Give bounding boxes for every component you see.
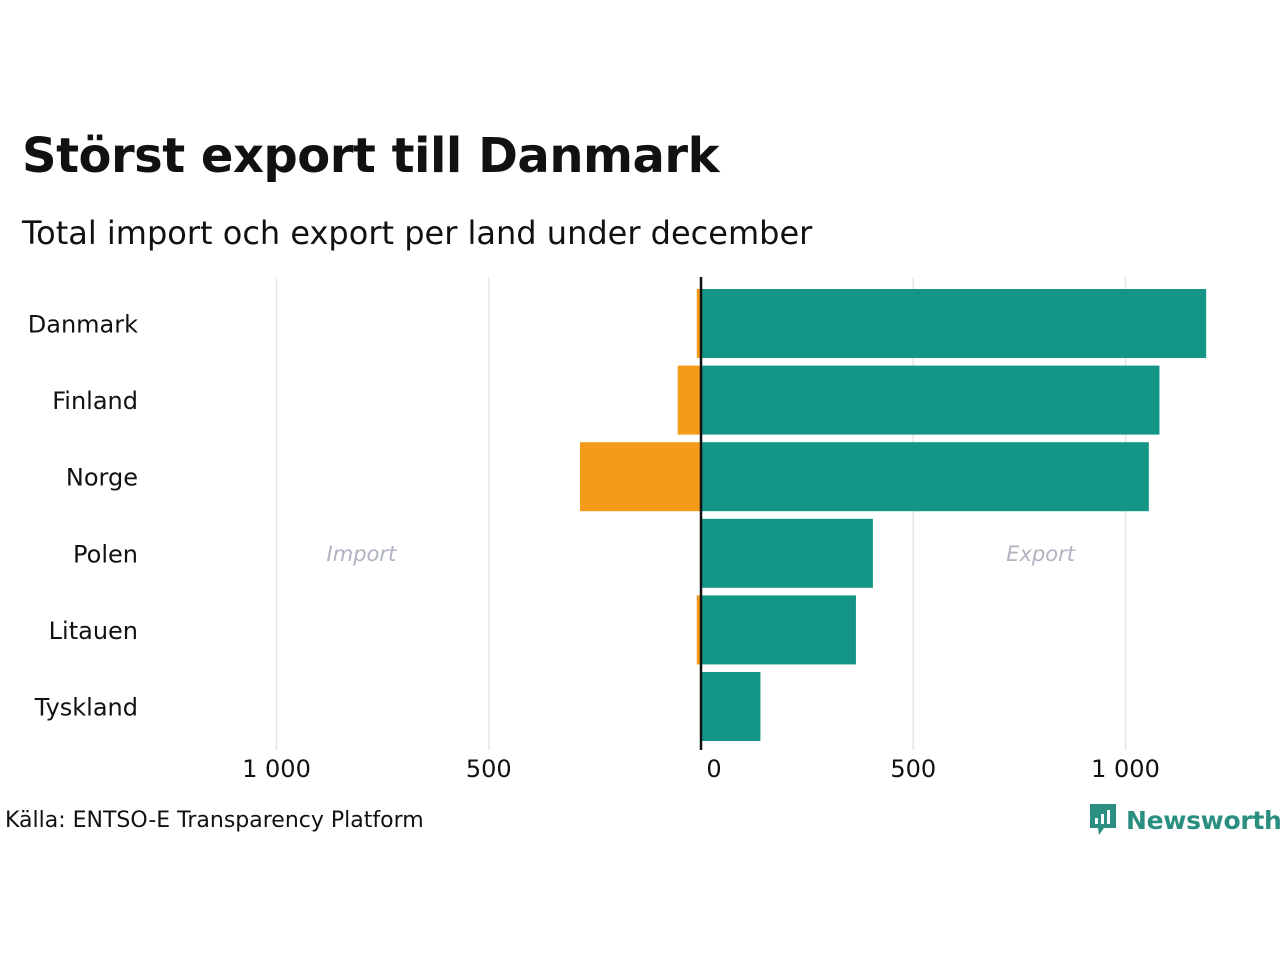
import-bar-danmark xyxy=(696,289,701,358)
newsworthy-logo-icon xyxy=(1090,804,1116,835)
source-note: Källa: ENTSO-E Transparency Platform xyxy=(5,808,424,833)
category-label: Finland xyxy=(52,387,138,415)
import-bar-norge xyxy=(580,442,701,512)
chart-subtitle: Total import och export per land under d… xyxy=(22,214,813,252)
chart-title: Störst export till Danmark xyxy=(22,128,720,184)
export-bar-norge xyxy=(701,442,1149,512)
tick-label: 0 xyxy=(706,755,721,783)
tick-label: 1 000 xyxy=(242,755,311,783)
import-bar-finland xyxy=(677,365,701,435)
annotations: Import Export xyxy=(327,542,1076,566)
tick-label: 500 xyxy=(890,755,936,783)
category-label: Tyskland xyxy=(34,694,138,722)
category-labels: Danmark Finland Norge Polen Litauen Tyskland xyxy=(28,311,138,722)
category-label: Polen xyxy=(73,540,138,568)
brand-name: Newsworthy xyxy=(1126,805,1280,835)
export-bar-tyskland xyxy=(701,672,761,741)
export-bar-danmark xyxy=(701,289,1207,358)
export-bar-litauen xyxy=(701,595,856,665)
export-bar-finland xyxy=(701,365,1160,435)
category-label: Norge xyxy=(66,464,138,492)
brand-logo: Newsworthy xyxy=(1088,802,1280,838)
import-bar-litauen xyxy=(696,595,701,665)
export-bar-polen xyxy=(701,518,873,588)
tick-labels: 1 000 500 0 500 1 000 xyxy=(242,755,1160,783)
category-label: Danmark xyxy=(28,311,138,339)
tick-label: 500 xyxy=(466,755,512,783)
annotation-import: Import xyxy=(327,542,397,566)
tick-label: 1 000 xyxy=(1091,755,1160,783)
annotation-export: Export xyxy=(1006,542,1076,566)
bars xyxy=(580,289,1207,741)
category-label: Litauen xyxy=(49,617,138,645)
